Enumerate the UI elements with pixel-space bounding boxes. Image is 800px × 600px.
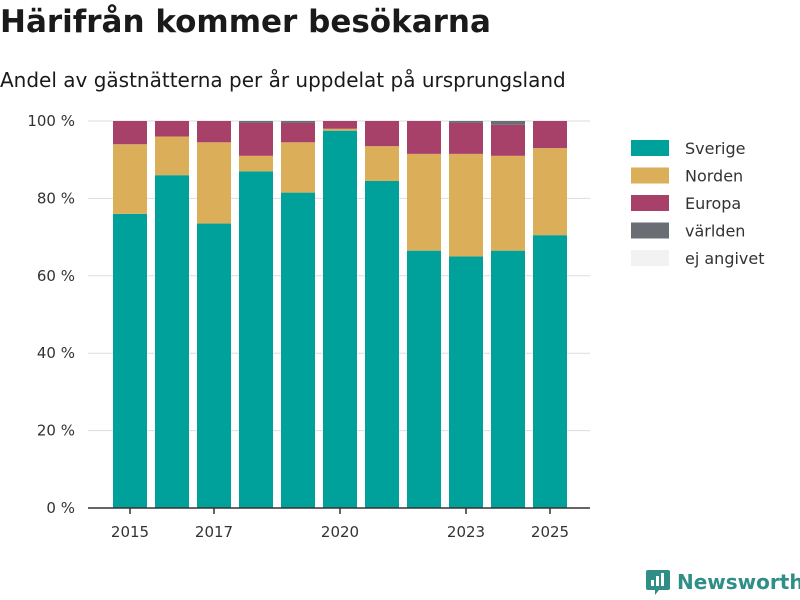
bar-segment: [113, 121, 147, 145]
newsworthy-logo: Newsworthy: [645, 568, 800, 596]
legend-label: Europa: [685, 194, 741, 213]
bar-segment: [113, 213, 147, 508]
bar-segment: [533, 148, 567, 236]
bar-segment: [113, 144, 147, 214]
bar-segment: [449, 256, 483, 508]
bar-segment: [239, 122, 273, 156]
newsworthy-logo-text: Newsworthy: [677, 570, 800, 594]
x-tick-label: 2025: [531, 523, 569, 541]
bar-segment: [281, 122, 315, 143]
bar-segment: [491, 250, 525, 508]
bar-segment: [197, 121, 231, 143]
bar-segment: [239, 121, 273, 123]
bar-segment: [197, 142, 231, 224]
bar-segment: [323, 130, 357, 509]
bar-segment: [281, 142, 315, 193]
bar-segment: [365, 146, 399, 181]
bar-segment: [365, 180, 399, 509]
bar-segment: [281, 192, 315, 508]
y-tick-label: 40 %: [37, 344, 75, 362]
bar-segment: [491, 155, 525, 251]
bar-segment: [533, 121, 567, 149]
bar-segment: [407, 250, 441, 508]
bar-segment: [449, 153, 483, 257]
chart-subtitle: Andel av gästnätterna per år uppdelat på…: [0, 68, 566, 92]
legend-label: ej angivet: [685, 249, 765, 268]
legend-label: världen: [685, 222, 745, 241]
x-tick-label: 2017: [195, 523, 233, 541]
bar-segment: [323, 121, 357, 129]
bar-segment: [491, 124, 525, 156]
legend-swatch: [631, 195, 669, 211]
legend-swatch: [631, 167, 669, 184]
x-tick-label: 2015: [111, 523, 149, 541]
y-tick-label: 80 %: [37, 189, 75, 207]
x-tick-label: 2023: [447, 523, 485, 541]
bar-segment: [491, 121, 525, 125]
y-tick-label: 60 %: [37, 267, 75, 285]
y-tick-label: 20 %: [37, 422, 75, 440]
bar-segment: [281, 121, 315, 123]
bar-segment: [197, 223, 231, 508]
bar-segment: [239, 155, 273, 172]
legend-swatch: [631, 140, 669, 156]
legend-label: Norden: [685, 167, 743, 186]
bar-segment: [365, 121, 399, 147]
legend-swatch: [631, 250, 669, 266]
bar-segment: [155, 175, 189, 508]
bar-segment: [533, 235, 567, 509]
x-tick-label: 2020: [321, 523, 359, 541]
bar-segment: [323, 128, 357, 131]
bar-segment: [155, 136, 189, 176]
bar-segment: [449, 121, 483, 123]
legend-swatch: [631, 222, 669, 239]
newsworthy-logo-icon: [646, 570, 670, 595]
legend-label: Sverige: [685, 139, 746, 158]
bar-segment: [155, 121, 189, 137]
bar-segment: [239, 171, 273, 508]
bar-segment: [407, 153, 441, 251]
bar-segment: [407, 121, 441, 154]
y-tick-label: 0 %: [46, 499, 75, 517]
bar-segment: [449, 122, 483, 154]
y-tick-label: 100 %: [27, 112, 75, 130]
chart-title: Härifrån kommer besökarna: [0, 4, 491, 40]
